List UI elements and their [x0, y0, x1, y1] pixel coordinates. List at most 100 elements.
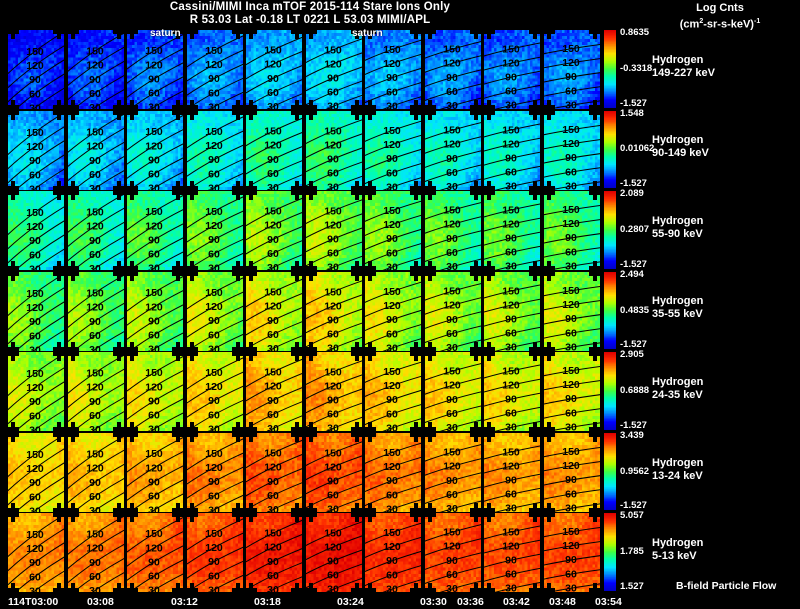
contour-label: 30	[327, 343, 339, 350]
spectrogram-cell[interactable]: 30 60 90 120 150	[127, 191, 184, 271]
contour-line	[382, 257, 422, 271]
spectrogram-cell[interactable]: 30 60 90 120 150	[543, 513, 600, 593]
contour-line	[305, 402, 362, 428]
spectrogram-cell[interactable]: 30 60 90 120 150	[305, 110, 362, 190]
contour-line	[305, 374, 362, 400]
spectrogram-cell[interactable]: 30 60 90 120 150	[424, 110, 481, 190]
spectrogram-cell[interactable]: 30 60 90 120 150	[127, 30, 184, 110]
spectrogram-cell[interactable]: 30 60 90 120 150	[246, 191, 303, 271]
spectrogram-cell[interactable]: 30 60 90 120 150	[365, 271, 422, 351]
spectrogram-cell[interactable]: 30 60 90 120 150	[246, 271, 303, 351]
spectrogram-cell[interactable]: 30 60 90 120 150	[127, 513, 184, 593]
spectrogram-cell[interactable]: 30 60 90 120 150	[8, 513, 65, 593]
axis-tick-mark	[473, 100, 478, 110]
spectrogram-cell[interactable]: 30 60 90 120 150	[67, 30, 124, 110]
spectrogram-cell[interactable]: 30 60 90 120 150	[127, 110, 184, 190]
spectrogram-cell[interactable]: 30 60 90 120 150	[186, 110, 243, 190]
spectrogram-cell[interactable]: 30 60 90 120 150	[365, 110, 422, 190]
spectrogram-cell[interactable]: 30 60 90 120 150	[305, 352, 362, 432]
contour-label: 90	[386, 476, 398, 487]
spectrogram-cell[interactable]: 30 60 90 120 150	[8, 352, 65, 432]
contour-label: 120	[443, 59, 461, 70]
spectrogram-cell[interactable]: 30 60 90 120 150	[424, 432, 481, 512]
contour-line	[266, 576, 303, 593]
spectrogram-cell[interactable]: 30 60 90 120 150	[543, 432, 600, 512]
spectrogram-cell[interactable]: 30 60 90 120 150	[543, 271, 600, 351]
spectrogram-cell[interactable]: 30 60 90 120 150	[424, 513, 481, 593]
spectrogram-cell[interactable]: 30 60 90 120 150	[365, 513, 422, 593]
contour-label: 150	[26, 47, 44, 58]
spectrogram-cell[interactable]: 30 60 90 120 150	[305, 191, 362, 271]
spectrogram-cell[interactable]: 30 60 90 120 150	[365, 352, 422, 432]
spectrogram-cell[interactable]: 30 60 90 120 150	[543, 352, 600, 432]
spectrogram-cell[interactable]: 30 60 90 120 150	[186, 271, 243, 351]
intensity-image	[67, 30, 124, 110]
spectrogram-cell[interactable]: 30 60 90 120 150	[484, 110, 541, 190]
spectrogram-cell[interactable]: 30 60 90 120 150	[8, 191, 65, 271]
contour-line	[186, 49, 243, 82]
axis-tick-mark	[354, 341, 359, 351]
spectrogram-cell[interactable]: 30 60 90 120 150	[8, 432, 65, 512]
spectrogram-cell[interactable]: 30 60 90 120 150	[484, 30, 541, 110]
spectrogram-cell[interactable]: 30 60 90 120 150	[186, 432, 243, 512]
spectrogram-cell[interactable]: 30 60 90 120 150	[365, 191, 422, 271]
spectrogram-cell[interactable]: 30 60 90 120 150	[424, 191, 481, 271]
contour-label: 60	[267, 571, 279, 582]
spectrogram-cell[interactable]: 30 60 90 120 150	[424, 271, 481, 351]
contour-label: 30	[29, 345, 41, 351]
spectrogram-cell[interactable]: 30 60 90 120 150	[484, 191, 541, 271]
spectrogram-cell[interactable]: 30 60 90 120 150	[305, 513, 362, 593]
spectrogram-cell[interactable]: 30 60 90 120 150	[246, 513, 303, 593]
spectrogram-cell[interactable]: 30 60 90 120 150	[543, 30, 600, 110]
spectrogram-cell[interactable]: 30 60 90 120 150	[424, 30, 481, 110]
spectrogram-cell[interactable]: 30 60 90 120 150	[246, 30, 303, 110]
spectrogram-cell[interactable]: 30 60 90 120 150	[246, 110, 303, 190]
spectrogram-cell[interactable]: 30 60 90 120 150	[67, 352, 124, 432]
spectrogram-cell[interactable]: 30 60 90 120 150	[484, 513, 541, 593]
spectrogram-cell[interactable]: 30 60 90 120 150	[305, 30, 362, 110]
spectrogram-cell[interactable]: 30 60 90 120 150	[127, 271, 184, 351]
contour-line	[186, 130, 243, 163]
spectrogram-cell[interactable]: 30 60 90 120 150	[8, 110, 65, 190]
contour-label: 150	[562, 286, 580, 297]
spectrogram-cell[interactable]: 30 60 90 120 150	[67, 513, 124, 593]
spectrogram-cell[interactable]: 30 60 90 120 150	[365, 30, 422, 110]
spectrogram-cell[interactable]: 30 60 90 120 150	[543, 191, 600, 271]
pitch-angle-contours: 30 60 90 120 150	[67, 435, 124, 512]
spectrogram-cell[interactable]: 30 60 90 120 150	[67, 432, 124, 512]
spectrogram-cell[interactable]: 30 60 90 120 150	[484, 352, 541, 432]
spectrogram-cell[interactable]: 30 60 90 120 150	[186, 191, 243, 271]
intensity-image	[8, 30, 65, 110]
spectrogram-cell[interactable]: 30 60 90 120 150	[8, 30, 65, 110]
spectrogram-cell[interactable]: 30 60 90 120 150	[67, 110, 124, 190]
spectrogram-cell[interactable]: 30 60 90 120 150	[67, 191, 124, 271]
axis-tick-mark	[235, 502, 240, 512]
axis-tick-mark	[414, 513, 419, 523]
axis-tick-mark	[176, 261, 181, 271]
axis-tick-mark	[546, 502, 551, 512]
axis-tick-mark	[70, 432, 75, 442]
spectrogram-cell[interactable]: 30 60 90 120 150	[127, 432, 184, 512]
spectrogram-cell[interactable]: 30 60 90 120 150	[365, 432, 422, 512]
spectrogram-cell[interactable]: 30 60 90 120 150	[127, 352, 184, 432]
axis-tick-mark	[249, 100, 254, 110]
spectrogram-cell[interactable]: 30 60 90 120 150	[305, 432, 362, 512]
axis-tick-mark	[235, 352, 240, 362]
spectrogram-cell[interactable]: 30 60 90 120 150	[246, 432, 303, 512]
axis-tick-mark	[487, 261, 492, 271]
contour-label: 120	[205, 382, 223, 393]
spectrogram-cell[interactable]: 30 60 90 120 150	[424, 352, 481, 432]
spectrogram-cell[interactable]: 30 60 90 120 150	[186, 352, 243, 432]
contour-line	[8, 45, 65, 89]
spectrogram-cell[interactable]: 30 60 90 120 150	[186, 30, 243, 110]
axis-tick-mark	[592, 271, 597, 281]
spectrogram-cell[interactable]: 30 60 90 120 150	[186, 513, 243, 593]
spectrogram-cell[interactable]: 30 60 90 120 150	[305, 271, 362, 351]
spectrogram-cell[interactable]: 30 60 90 120 150	[246, 352, 303, 432]
spectrogram-cell[interactable]: 30 60 90 120 150	[67, 271, 124, 351]
spectrogram-cell[interactable]: 30 60 90 120 150	[543, 110, 600, 190]
contour-line	[8, 367, 65, 411]
spectrogram-cell[interactable]: 30 60 90 120 150	[8, 271, 65, 351]
spectrogram-cell[interactable]: 30 60 90 120 150	[484, 432, 541, 512]
spectrogram-cell[interactable]: 30 60 90 120 150	[484, 271, 541, 351]
